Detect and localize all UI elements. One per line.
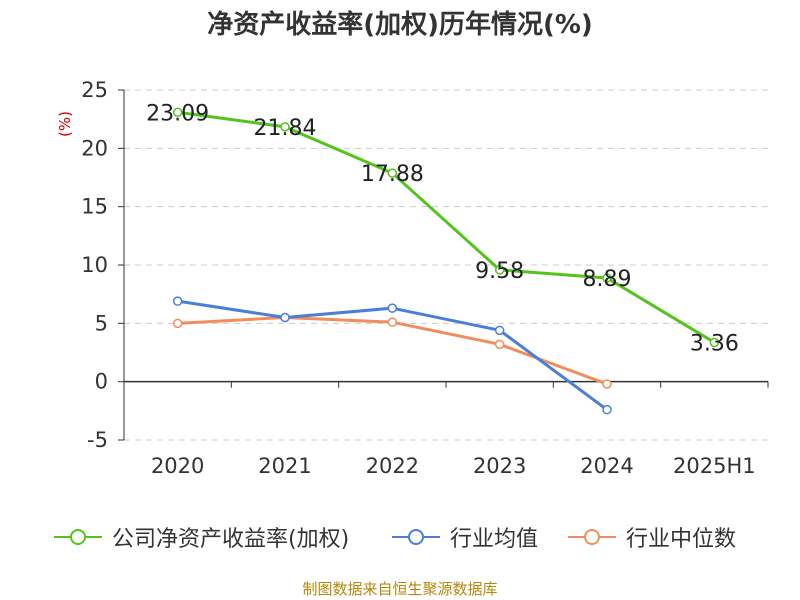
data-label: 3.36 bbox=[690, 331, 739, 356]
legend-item-industry-median[interactable]: 行业中位数 bbox=[566, 520, 736, 554]
legend-label: 公司净资产收益率(加权) bbox=[112, 527, 350, 552]
legend-label: 行业均值 bbox=[450, 527, 539, 552]
data-point-0 bbox=[280, 122, 290, 132]
y-tick-label: 20 bbox=[81, 136, 108, 160]
y-tick-label: 5 bbox=[95, 311, 108, 335]
data-point-1 bbox=[172, 296, 183, 306]
data-label: 23.09 bbox=[146, 101, 209, 126]
data-label: 8.89 bbox=[583, 267, 632, 292]
data-point-1 bbox=[602, 404, 612, 415]
legend: 公司净资产收益率(加权) 行业均值 行业中位数 bbox=[0, 520, 800, 554]
y-tick-label: 0 bbox=[95, 370, 108, 394]
legend-marker-green bbox=[54, 529, 102, 545]
y-axis-unit-label: (%) bbox=[56, 111, 74, 137]
data-point-1 bbox=[280, 312, 290, 323]
data-labels: 23.09 21.84 17.88 9.58 8.89 3.36 bbox=[146, 101, 739, 356]
data-point-0 bbox=[387, 168, 398, 178]
series-line-2 bbox=[177, 316, 608, 386]
series-line-0 bbox=[177, 110, 716, 344]
x-category-label: 2020 bbox=[151, 454, 204, 478]
y-tick-label: -5 bbox=[87, 428, 108, 452]
data-point-0 bbox=[602, 273, 612, 283]
data-label: 9.58 bbox=[475, 259, 524, 284]
data-label: 21.84 bbox=[254, 116, 317, 141]
x-category-label: 2023 bbox=[473, 454, 526, 478]
x-category-label: 2022 bbox=[366, 454, 419, 478]
legend-marker-blue bbox=[392, 529, 440, 545]
axes: 25 20 15 10 5 0 -5 (%) 2020 2021 2022 2023 2024 2025H… bbox=[56, 78, 769, 478]
x-category-label: 2025H1 bbox=[673, 454, 756, 478]
chart-title: 净资产收益率(加权)历年情况(%) bbox=[207, 10, 593, 40]
data-point-0 bbox=[172, 107, 183, 118]
data-point-1 bbox=[494, 325, 505, 336]
y-tick-label: 15 bbox=[81, 195, 108, 219]
y-tick-label: 10 bbox=[81, 253, 108, 277]
data-point-2 bbox=[387, 317, 398, 327]
legend-item-industry-mean[interactable]: 行业均值 bbox=[390, 520, 538, 554]
data-point-2 bbox=[172, 318, 183, 329]
data-label: 17.88 bbox=[361, 162, 424, 187]
series bbox=[172, 107, 720, 415]
legend-item-company[interactable]: 公司净资产收益率(加权) bbox=[52, 520, 349, 554]
x-category-label: 2024 bbox=[580, 454, 633, 478]
data-point-2 bbox=[494, 339, 505, 350]
data-source-note: 制图数据来自恒生聚源数据库 bbox=[302, 580, 498, 598]
y-tick-label: 25 bbox=[81, 78, 108, 102]
x-category-label: 2021 bbox=[258, 454, 311, 478]
data-point-0 bbox=[709, 337, 720, 348]
grid-lines bbox=[124, 89, 768, 441]
legend-label: 行业中位数 bbox=[626, 527, 737, 552]
data-point-2 bbox=[602, 379, 612, 389]
legend-marker-orange bbox=[568, 529, 616, 545]
data-point-0 bbox=[494, 265, 505, 275]
data-point-1 bbox=[387, 303, 398, 313]
